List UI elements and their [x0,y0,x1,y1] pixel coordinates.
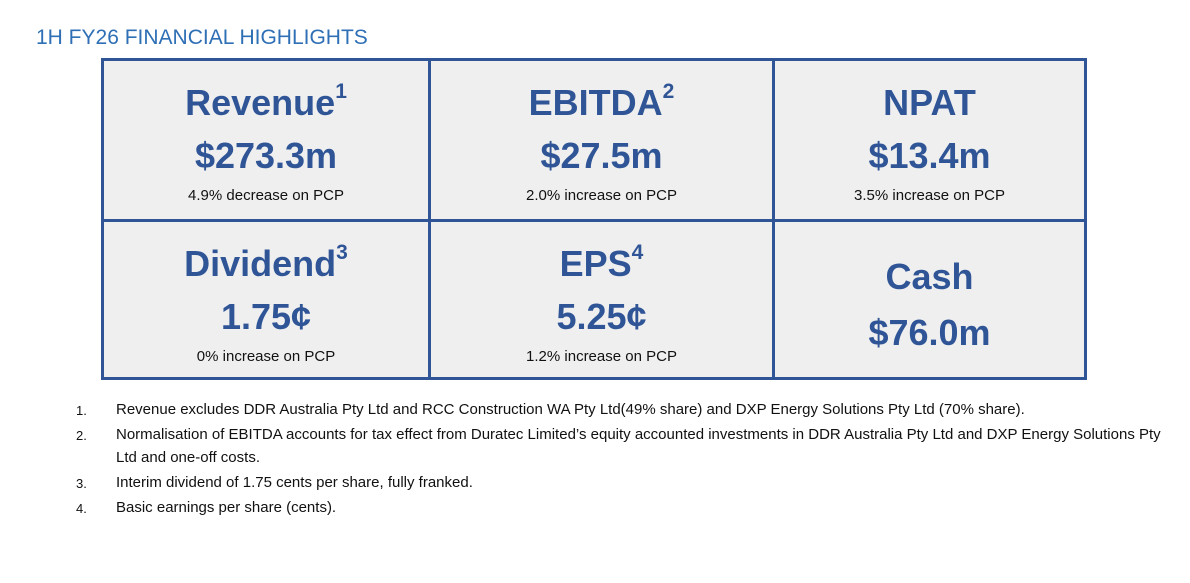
highlight-note: 0% increase on PCP [196,348,336,365]
highlight-label-text: Revenue [185,82,336,123]
footnote: 1. Revenue excludes DDR Australia Pty Lt… [74,398,1174,421]
footnote-number: 4. [76,501,87,516]
highlight-ebitda: EBITDA2 $27.5m 2.0% increase on PCP [431,61,772,219]
highlight-value: 1.75¢ [220,296,312,337]
footnote-number: 2. [76,428,87,443]
section-title: 1H FY26 FINANCIAL HIGHLIGHTS [36,26,368,49]
highlight-value: $76.0m [868,312,991,353]
footnote: 3. Interim dividend of 1.75 cents per sh… [74,471,1174,494]
footnote-text: Basic earnings per share (cents). [116,499,337,516]
highlight-label: EPS4 [431,241,772,290]
footnote-ref: 4 [631,241,644,264]
footnote: 2. Normalisation of EBITDA accounts for … [74,423,1174,469]
highlight-value: $27.5m [540,135,663,176]
highlight-label-text: EBITDA [528,82,663,123]
highlight-dividend: Dividend3 1.75¢ 0% increase on PCP [104,222,428,377]
highlights-grid: Revenue1 $273.3m 4.9% decrease on PCP EB… [101,58,1087,380]
highlight-label: Cash [775,257,1084,297]
footnote: 4. Basic earnings per share (cents). [74,496,1174,519]
footnote-text: Normalisation of EBITDA accounts for tax… [116,426,1161,466]
footnote-number: 1. [76,403,87,418]
highlight-note: 4.9% decrease on PCP [188,187,344,204]
footnote-number: 3. [76,476,87,491]
highlight-note: 3.5% increase on PCP [854,187,1005,204]
footnote-ref: 2 [662,80,675,103]
footnote-ref: 1 [335,80,347,103]
highlight-value: $13.4m [868,135,991,176]
highlight-eps: EPS4 5.25¢ 1.2% increase on PCP [431,222,772,377]
highlight-note: 1.2% increase on PCP [526,348,677,365]
highlight-label-text: Cash [885,256,974,297]
highlight-value: $273.3m [194,135,338,176]
highlight-label: Dividend3 [104,241,428,290]
highlight-label: EBITDA2 [431,80,772,129]
highlight-label-text: NPAT [883,82,976,123]
highlight-cash: Cash $76.0m [775,222,1084,377]
footnotes: 1. Revenue excludes DDR Australia Pty Lt… [74,398,1174,521]
highlight-label-text: EPS [559,243,632,284]
highlight-label: Revenue1 [104,80,428,129]
footnote-text: Interim dividend of 1.75 cents per share… [116,474,473,491]
highlight-revenue: Revenue1 $273.3m 4.9% decrease on PCP [104,61,428,219]
highlight-note: 2.0% increase on PCP [526,187,677,204]
highlight-npat: NPAT $13.4m 3.5% increase on PCP [775,61,1084,219]
highlight-label-text: Dividend [184,243,337,284]
footnote-text: Revenue excludes DDR Australia Pty Ltd a… [116,401,1025,418]
highlight-label: NPAT [775,83,1084,123]
highlight-value: 5.25¢ [556,296,647,337]
footnote-ref: 3 [336,241,348,264]
